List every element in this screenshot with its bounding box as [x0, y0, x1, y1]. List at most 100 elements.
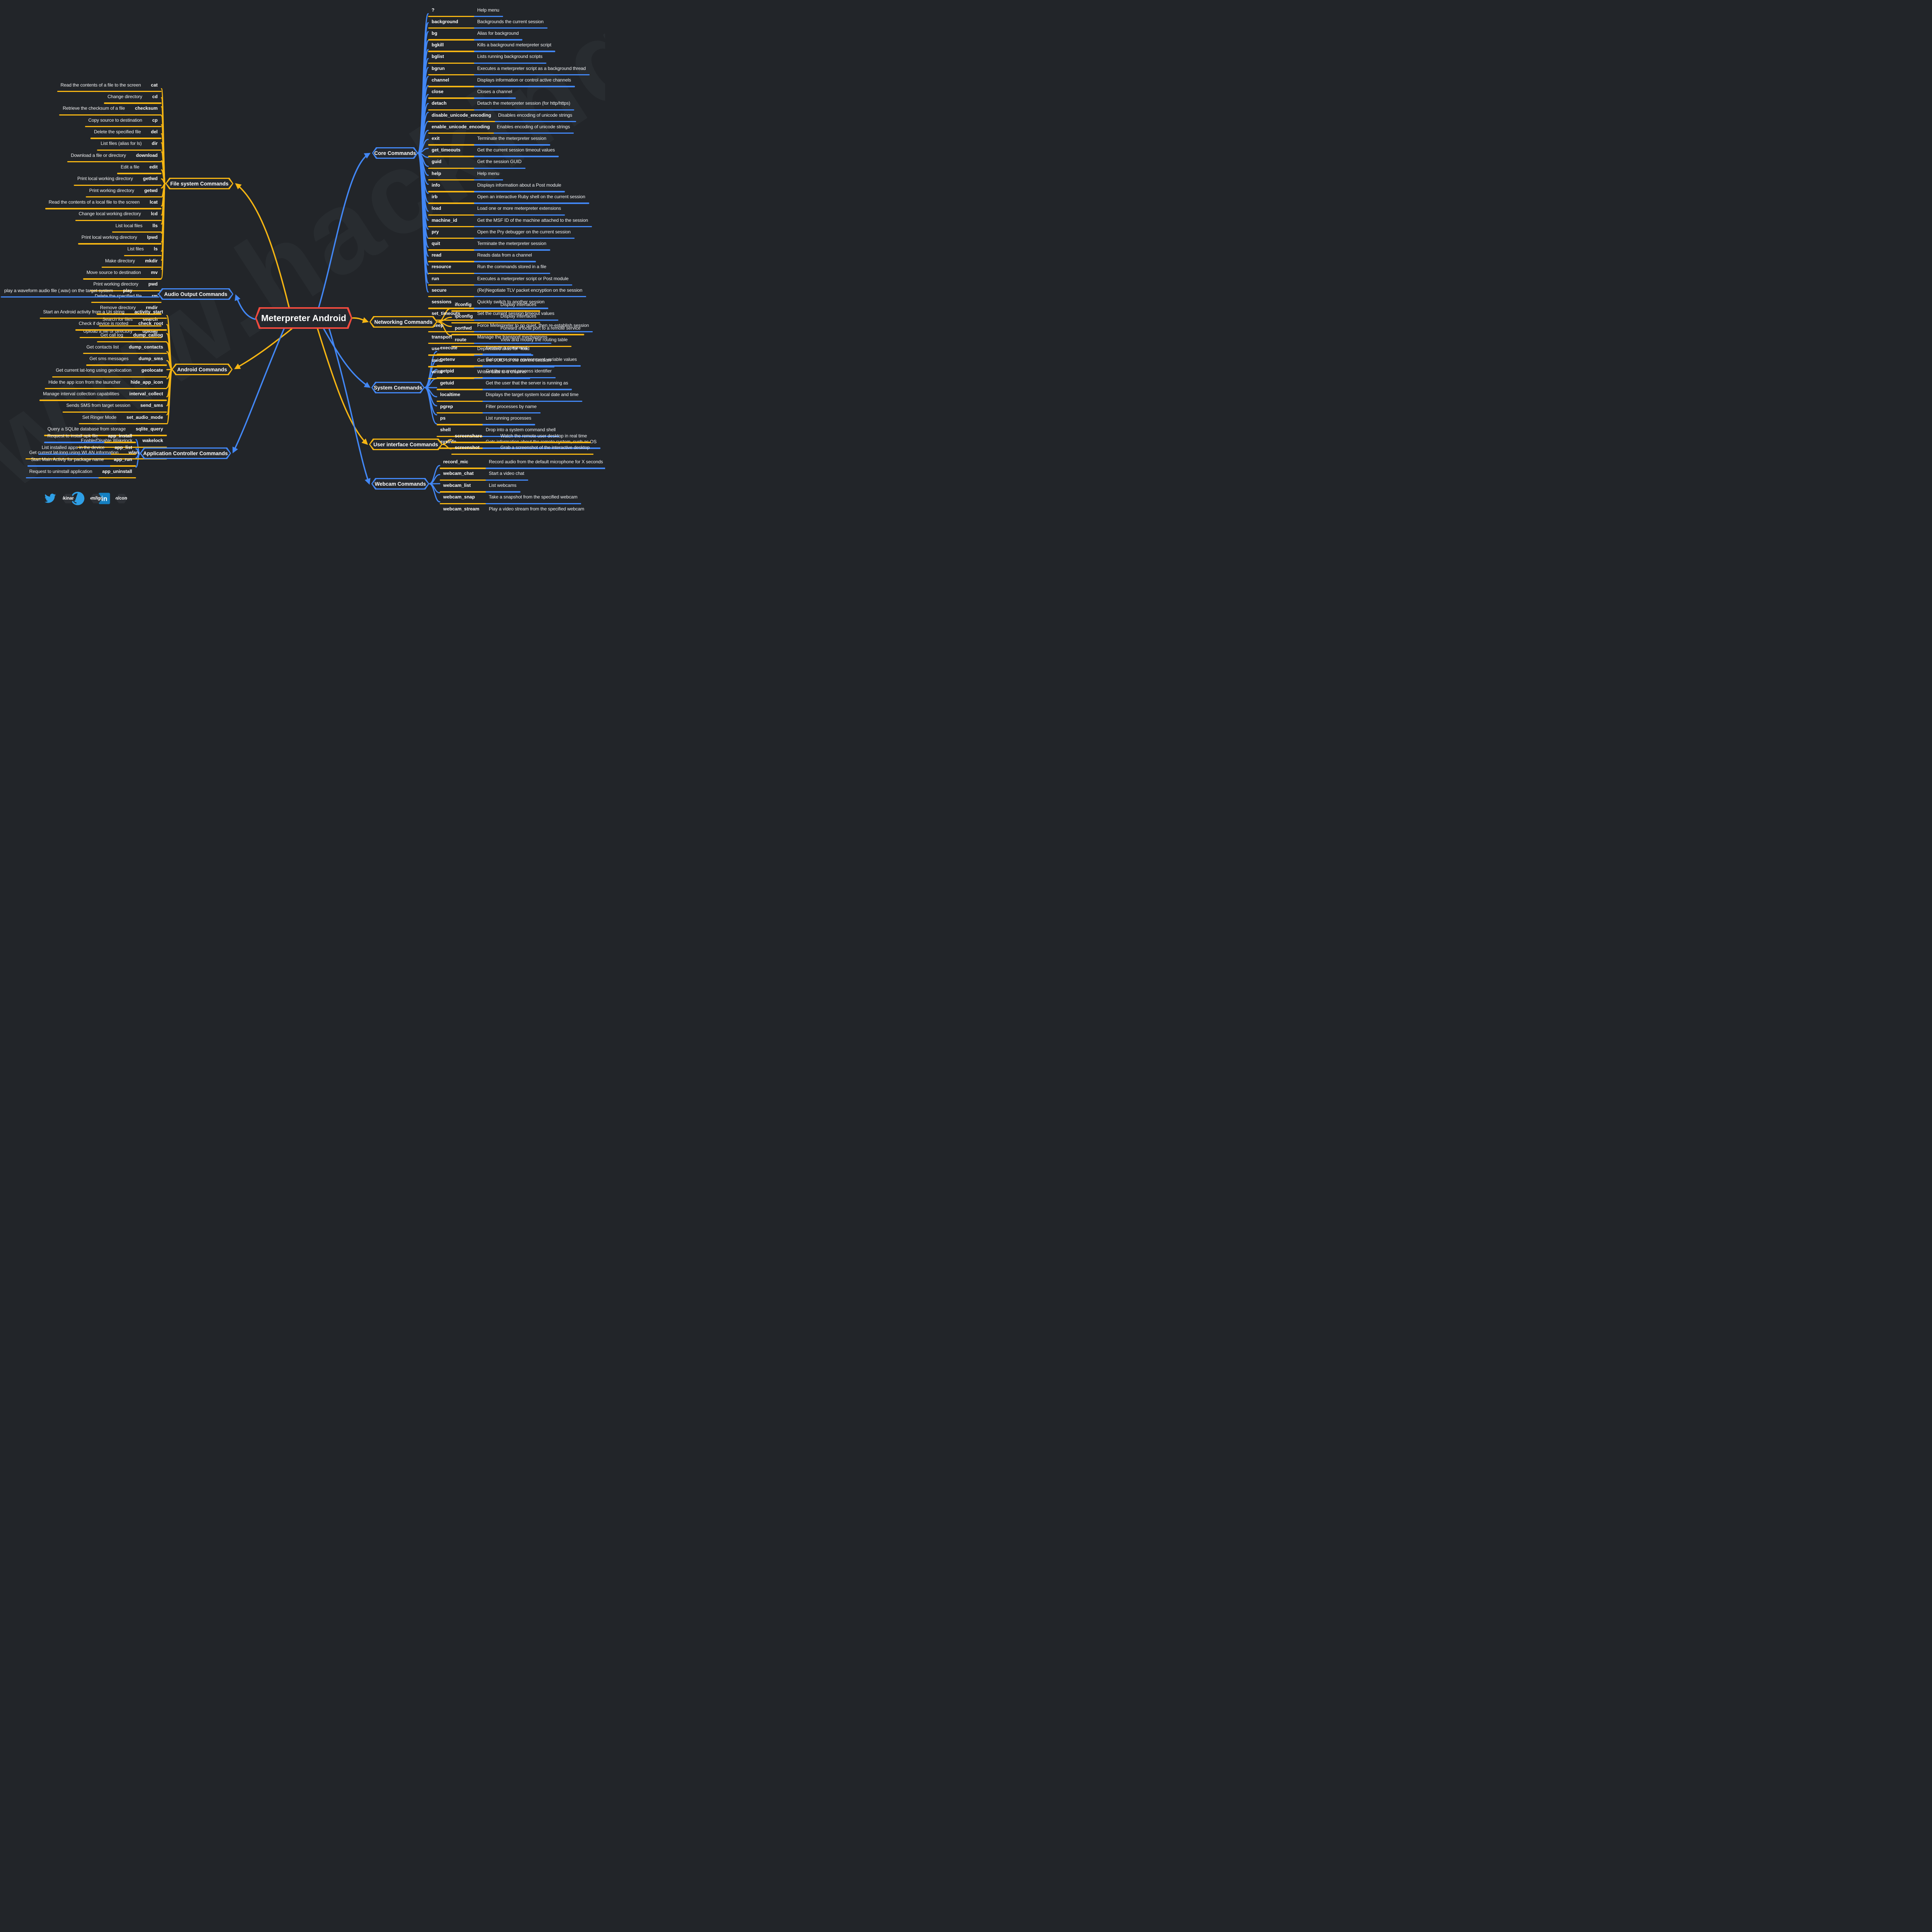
- command-description: Reads data from a channel: [477, 252, 532, 258]
- command-name: pwd: [148, 281, 158, 287]
- underline: [428, 62, 546, 64]
- command-name: pry: [432, 229, 439, 235]
- command-description: Force Meterpreter to go quiet, then re-e…: [477, 322, 589, 328]
- command-name: ?: [432, 7, 435, 13]
- command-name: geolocate: [141, 367, 163, 373]
- command-row: List files ls: [124, 245, 162, 256]
- underline: [44, 442, 136, 443]
- command-description: Request to uninstall application: [29, 468, 92, 474]
- command-description: Forward a local port to a remote service: [500, 325, 581, 331]
- command-name: ps: [440, 415, 446, 421]
- underline: [428, 366, 555, 367]
- underline: [45, 388, 167, 389]
- command-row: bglist Lists running background scripts: [428, 52, 546, 64]
- github-icon[interactable]: [70, 491, 85, 506]
- svg-text:in: in: [101, 495, 107, 503]
- command-description: Manage the transport mechanisms: [477, 334, 548, 340]
- underline: [428, 167, 526, 169]
- command-description: Get the MSF ID of the machine attached t…: [477, 217, 588, 223]
- command-description: Print local working directory: [81, 234, 137, 240]
- underline: [63, 411, 167, 413]
- command-name: webcam_list: [443, 482, 471, 488]
- command-name: check_root: [138, 320, 163, 326]
- command-description: List webcams: [489, 482, 517, 488]
- command-name: getenv: [440, 357, 455, 362]
- command-row: webcam_snap Take a snapshot from the spec…: [440, 493, 582, 504]
- command-name: app_list: [114, 445, 132, 451]
- command-description: Start Main Activty for package name: [31, 456, 104, 462]
- command-row: screenshot Grab a screenshot of the inter…: [451, 443, 594, 455]
- command-name: interval_collect: [129, 391, 163, 396]
- linkedin-icon[interactable]: in: [98, 492, 111, 505]
- command-description: Terminate the meterpreter session: [477, 136, 546, 141]
- command-name: webcam_chat: [443, 471, 474, 476]
- command-row: Query a SQLite database from storage sqli…: [44, 424, 167, 436]
- command-name: mv: [151, 269, 158, 275]
- command-name: help: [432, 170, 441, 176]
- command-row: pry Open the Pry debugger on the current …: [428, 227, 575, 239]
- command-name: shell: [440, 427, 451, 433]
- command-description: Check if device is rooted: [78, 320, 128, 326]
- node-user-interface-commands: User interface Commands: [369, 439, 442, 450]
- command-name: app_run: [114, 456, 132, 462]
- command-row: ? Help menu: [428, 5, 503, 17]
- command-name: cp: [152, 117, 158, 123]
- command-name: secure: [432, 287, 447, 293]
- command-row: read Reads data from a channel: [428, 251, 536, 262]
- command-row: Retrieve the checksum of a file checksum: [59, 104, 162, 116]
- command-name: ipconfig: [455, 313, 473, 319]
- command-row: List installed apps in the device app_lis…: [38, 443, 136, 455]
- command-description: Kills a background meterpreter script: [477, 42, 551, 48]
- list-core-commands: ? Help menu background Backgrounds the curr…: [428, 5, 593, 379]
- underline: [97, 341, 167, 342]
- command-name: wakelock: [142, 438, 163, 444]
- underline: [91, 301, 162, 303]
- twitter-icon[interactable]: [43, 492, 57, 505]
- underline: [428, 296, 587, 298]
- underline: [428, 15, 503, 17]
- command-description: Execute a command: [486, 345, 527, 350]
- command-row: Make directory mkdir: [102, 256, 162, 268]
- command-description: Get current lat-long using geolocation: [56, 367, 131, 373]
- command-row: Request to uninstall application app_unin…: [26, 467, 136, 479]
- underline: [437, 412, 541, 414]
- command-name: screenshot: [455, 445, 480, 451]
- command-row: Copy source to destination cp: [85, 116, 162, 128]
- command-description: Displays information about a Post module: [477, 182, 561, 188]
- underline: [77, 446, 167, 448]
- underline: [75, 219, 162, 221]
- underline: [428, 342, 551, 344]
- underline: [85, 196, 162, 198]
- command-row: exit Terminate the meterpreter session: [428, 134, 550, 146]
- command-name: play: [123, 287, 133, 293]
- list-android-commands: Start an Android activity from a Uri str…: [26, 307, 167, 460]
- mindmap-canvas: www.hackingarticles Core Commands File s…: [0, 0, 605, 512]
- list-application-controller-commands: Request to install apk file app_install Li…: [26, 431, 136, 479]
- command-row: get_timeouts Get the current session time…: [428, 146, 559, 157]
- underline: [428, 202, 589, 204]
- underline: [428, 121, 576, 122]
- command-row: record_mic Record audio from the default …: [440, 457, 605, 469]
- command-description: Grab a screenshot of the interactive des…: [500, 445, 590, 451]
- command-row: Print working directory getwd: [85, 186, 162, 198]
- command-name: resource: [432, 264, 451, 270]
- command-description: Displays information or control active c…: [477, 77, 571, 83]
- underline: [428, 86, 575, 87]
- command-name: set_audio_mode: [126, 414, 163, 420]
- command-description: Display interfaces: [500, 313, 536, 319]
- command-description: (Re)Negotiate TLV packet encryption on t…: [477, 287, 583, 293]
- command-description: Request to install apk file: [47, 433, 98, 439]
- command-row: bgrun Executes a meterpreter script as a …: [428, 64, 590, 76]
- command-row: Get call log dump_calllog: [97, 331, 167, 342]
- command-description: Open an interactive Ruby shell on the cu…: [477, 194, 585, 200]
- underline: [437, 365, 581, 367]
- underline: [96, 313, 162, 315]
- command-row: Print local working directory lpwd: [78, 233, 162, 245]
- command-description: Change directory: [107, 94, 142, 99]
- command-name: portfwd: [455, 325, 472, 331]
- node-system-commands: System Commands: [371, 382, 425, 393]
- command-description: Print working directory: [93, 281, 139, 287]
- command-name: webcam_stream: [443, 506, 480, 512]
- command-name: app_install: [108, 433, 132, 439]
- command-row: guid Get the session GUID: [428, 157, 526, 169]
